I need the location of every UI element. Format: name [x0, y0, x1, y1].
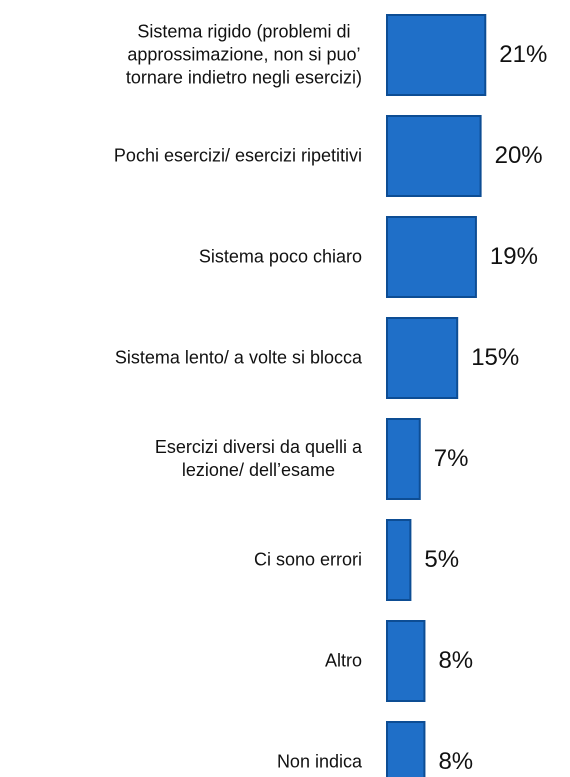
- value-label: 8%: [438, 647, 474, 674]
- category-label: Sistema rigido (problemi di approssimazi…: [125, 21, 362, 88]
- bar: [386, 216, 477, 298]
- value-label: 8%: [438, 748, 474, 775]
- value-label: 5%: [424, 546, 460, 573]
- bar: [386, 620, 426, 702]
- category-label: Pochi esercizi/ esercizi ripetitivi: [113, 145, 362, 166]
- category-label: Esercizi diversi da quelli a lezione/ de…: [154, 437, 362, 480]
- category-label: Sistema poco chiaro: [198, 246, 362, 267]
- category-label: Non indica: [276, 751, 362, 772]
- category-label: Altro: [324, 650, 362, 671]
- bar: [386, 721, 426, 777]
- value-label: 21%: [499, 41, 548, 68]
- category-label: Sistema lento/ a volte si blocca: [114, 347, 362, 368]
- bar: [386, 115, 482, 197]
- value-label: 7%: [433, 445, 469, 472]
- value-label: 19%: [489, 243, 538, 270]
- value-label: 15%: [471, 344, 520, 371]
- bar: [386, 519, 412, 601]
- value-label: 20%: [494, 142, 543, 169]
- category-label: Ci sono errori: [253, 549, 362, 570]
- bar: [386, 14, 487, 96]
- bar: [386, 317, 459, 399]
- bar: [386, 418, 421, 500]
